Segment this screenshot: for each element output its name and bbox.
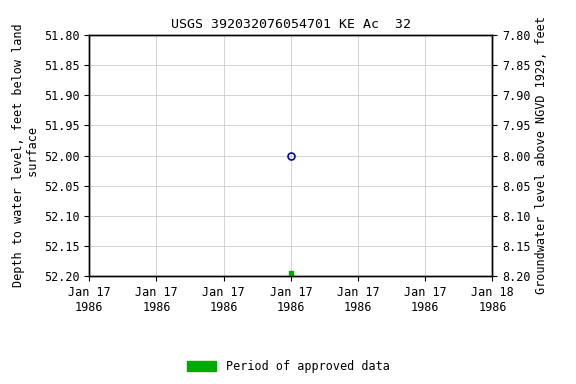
Y-axis label: Depth to water level, feet below land
 surface: Depth to water level, feet below land su… xyxy=(12,24,40,287)
Y-axis label: Groundwater level above NGVD 1929, feet: Groundwater level above NGVD 1929, feet xyxy=(535,17,548,295)
Title: USGS 392032076054701 KE Ac  32: USGS 392032076054701 KE Ac 32 xyxy=(171,18,411,31)
Legend: Period of approved data: Period of approved data xyxy=(182,356,394,378)
